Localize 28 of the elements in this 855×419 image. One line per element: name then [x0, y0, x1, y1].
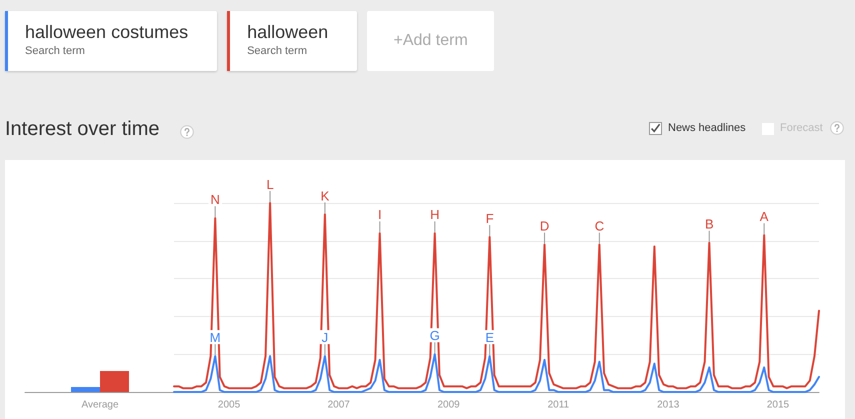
annotation: H: [430, 207, 440, 222]
annotation: D: [540, 218, 550, 234]
annotation: B: [704, 216, 714, 232]
legend-label: halloween: [247, 21, 328, 43]
annotation: C: [594, 218, 604, 234]
x-tick-label: 2013: [657, 400, 680, 410]
x-tick-label: Average: [81, 400, 119, 410]
annotation: K: [320, 188, 330, 204]
annotation: I: [378, 207, 382, 222]
add-term-button: +Add term: [367, 11, 494, 71]
annotation: N: [210, 192, 220, 208]
x-tick-label: 2011: [548, 400, 570, 410]
annotation: L: [266, 177, 274, 192]
text: Search term: [247, 44, 308, 58]
x-tick-label: 2005: [218, 400, 241, 410]
annotation: J: [322, 330, 328, 346]
text: News headlines: [668, 121, 746, 135]
chart-title: Interest over time: [5, 117, 160, 141]
annotation: E: [485, 330, 494, 346]
annotation: M: [210, 330, 221, 346]
x-tick-label: 2015: [766, 400, 790, 410]
x-tick-label: 2007: [328, 400, 350, 410]
legend-label: halloween costumes: [25, 21, 188, 43]
x-tick-label: 2009: [438, 400, 460, 410]
annotation: A: [760, 209, 769, 224]
annotation: F: [486, 211, 494, 226]
text: Search term: [25, 44, 86, 58]
annotation: G: [430, 328, 440, 344]
